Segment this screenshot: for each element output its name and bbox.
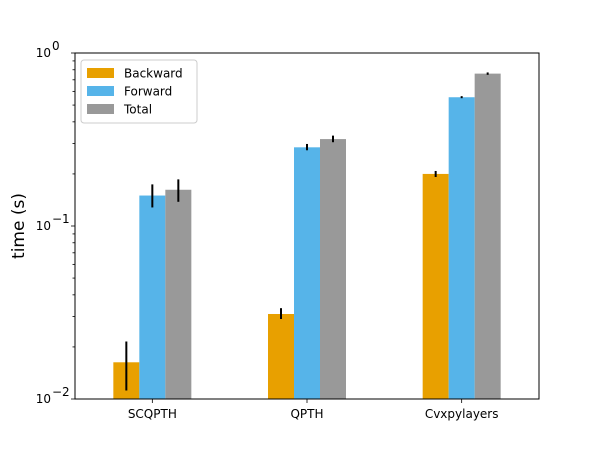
bar-forward-cvxpylayers [448, 97, 475, 400]
legend-swatch-total [87, 104, 114, 114]
bar-total-qpth [320, 139, 346, 399]
bar-forward-scqpth [139, 195, 166, 399]
bar-backward-cvxpylayers [422, 173, 449, 399]
y-tick-label: 10 [36, 392, 51, 406]
legend-swatch-forward [87, 86, 114, 96]
bar-total-scqpth [165, 189, 192, 399]
y-axis-label: time (s) [9, 193, 29, 259]
x-tick-label: Cvxpylayers [425, 407, 499, 421]
error-bars-layer [125, 72, 489, 391]
legend-label-forward: Forward [124, 85, 172, 99]
bars-layer [113, 73, 501, 400]
y-tick-exponent: −1 [52, 212, 70, 226]
legend: Backward Forward Total [80, 59, 198, 124]
x-tick-label: SCQPTH [128, 407, 177, 421]
bar-forward-qpth [294, 147, 320, 399]
x-tick-label: QPTH [290, 407, 323, 421]
legend-swatch-backward [87, 68, 114, 78]
y-tick-exponent: 0 [52, 39, 60, 53]
y-tick-label: 10 [36, 46, 51, 60]
legend-label-backward: Backward [124, 67, 183, 81]
legend-label-total: Total [123, 103, 152, 117]
x-axis: SCQPTH QPTH Cvxpylayers [128, 399, 499, 421]
bar-total-cvxpylayers [474, 73, 501, 399]
bar-backward-qpth [268, 313, 294, 399]
y-tick-exponent: −2 [52, 385, 70, 399]
y-tick-label: 10 [36, 219, 51, 233]
